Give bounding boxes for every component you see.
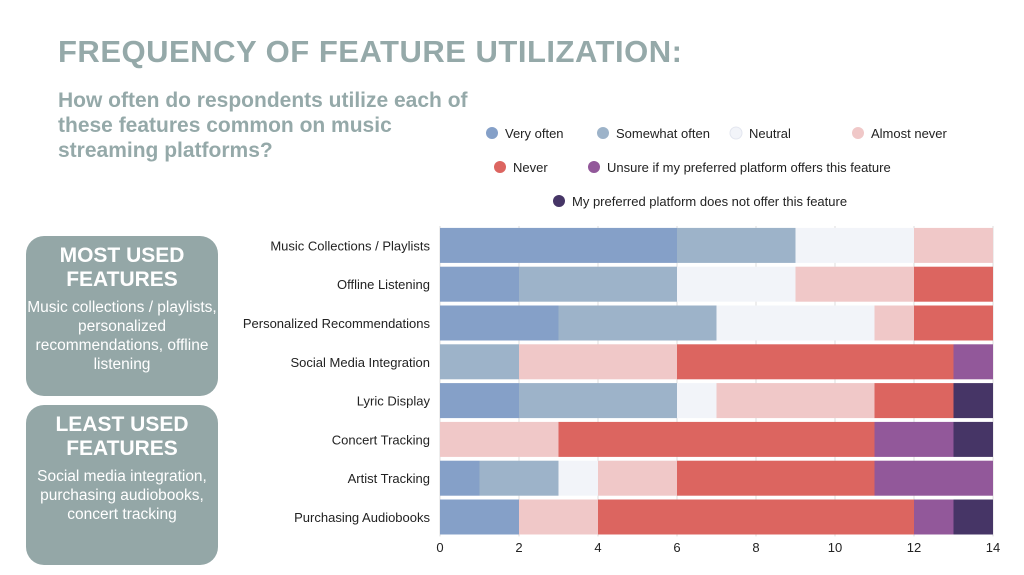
bar-segment bbox=[677, 266, 796, 302]
category-label: Lyric Display bbox=[357, 394, 431, 409]
bar-segment bbox=[677, 383, 717, 419]
bar-segment bbox=[874, 421, 954, 457]
bar-segment bbox=[440, 383, 519, 419]
bar-segment bbox=[558, 460, 598, 496]
bar-segment bbox=[519, 499, 598, 535]
legend-label: Very often bbox=[505, 126, 564, 141]
bar-segment bbox=[519, 266, 677, 302]
most-used-text: Music collections / playlists, personali… bbox=[27, 299, 217, 373]
bar-segment bbox=[558, 305, 717, 341]
legend-marker bbox=[852, 127, 864, 139]
bar-segment bbox=[440, 421, 559, 457]
least-used-box: LEAST USED FEATURES Social media integra… bbox=[26, 405, 218, 565]
legend-marker bbox=[486, 127, 498, 139]
least-used-heading: LEAST USED FEATURES bbox=[55, 413, 189, 460]
bar-segment bbox=[598, 460, 677, 496]
bar-segment bbox=[677, 227, 796, 263]
category-label: Artist Tracking bbox=[348, 471, 430, 486]
category-label: Personalized Recommendations bbox=[243, 316, 431, 331]
x-tick-label: 10 bbox=[828, 540, 842, 555]
bar-segment bbox=[914, 305, 993, 341]
x-tick-label: 6 bbox=[673, 540, 680, 555]
category-label: Purchasing Audiobooks bbox=[294, 510, 430, 525]
legend-label: Almost never bbox=[871, 126, 948, 141]
legend-marker bbox=[553, 195, 565, 207]
legend-marker bbox=[729, 126, 743, 140]
bar-segment bbox=[440, 499, 519, 535]
bar-segment bbox=[795, 227, 914, 263]
bar-segment bbox=[953, 499, 993, 535]
legend-label: My preferred platform does not offer thi… bbox=[572, 194, 847, 209]
bar-segment bbox=[479, 460, 559, 496]
legend-marker bbox=[588, 161, 600, 173]
bar-segment bbox=[874, 383, 954, 419]
bar-segment bbox=[440, 227, 677, 263]
bar-segment bbox=[914, 266, 993, 302]
bar-segment bbox=[716, 383, 875, 419]
bar-segment bbox=[598, 499, 914, 535]
bar-segment bbox=[558, 421, 875, 457]
bar-segment bbox=[953, 383, 993, 419]
bar-segment bbox=[677, 344, 954, 380]
legend-marker bbox=[494, 161, 506, 173]
legend-label: Somewhat often bbox=[616, 126, 710, 141]
legend-label: Neutral bbox=[749, 126, 791, 141]
bar-segment bbox=[953, 421, 993, 457]
most-used-heading: MOST USED FEATURES bbox=[59, 244, 185, 291]
bar-segment bbox=[795, 266, 914, 302]
x-tick-label: 0 bbox=[436, 540, 443, 555]
bar-segment bbox=[914, 499, 954, 535]
x-tick-label: 14 bbox=[986, 540, 1000, 555]
x-tick-label: 8 bbox=[752, 540, 759, 555]
bar-segment bbox=[519, 383, 677, 419]
bar-segment bbox=[874, 305, 914, 341]
chart-subtitle: How often do respondents utilize each of… bbox=[58, 89, 468, 162]
legend-marker bbox=[597, 127, 609, 139]
x-tick-label: 12 bbox=[907, 540, 921, 555]
most-used-box: MOST USED FEATURES Music collections / p… bbox=[26, 236, 218, 396]
category-label: Offline Listening bbox=[337, 277, 430, 292]
chart-title: FREQUENCY OF FEATURE UTILIZATION: bbox=[58, 34, 683, 69]
bar-segment bbox=[440, 266, 519, 302]
bar-segment bbox=[716, 305, 875, 341]
bar-segment bbox=[519, 344, 677, 380]
x-tick-label: 2 bbox=[515, 540, 522, 555]
bar-segment bbox=[914, 227, 993, 263]
least-used-text: Social media integration, purchasing aud… bbox=[37, 468, 207, 523]
bar-segment bbox=[677, 460, 875, 496]
category-label: Social Media Integration bbox=[291, 355, 430, 370]
bar-segment bbox=[874, 460, 993, 496]
category-label: Music Collections / Playlists bbox=[270, 238, 430, 253]
category-label: Concert Tracking bbox=[332, 432, 430, 447]
legend-label: Unsure if my preferred platform offers t… bbox=[607, 160, 891, 175]
bar-segment bbox=[440, 460, 480, 496]
legend-label: Never bbox=[513, 160, 548, 175]
bar-segment bbox=[440, 344, 519, 380]
bar-segment bbox=[953, 344, 993, 380]
x-tick-label: 4 bbox=[594, 540, 601, 555]
bar-segment bbox=[440, 305, 559, 341]
